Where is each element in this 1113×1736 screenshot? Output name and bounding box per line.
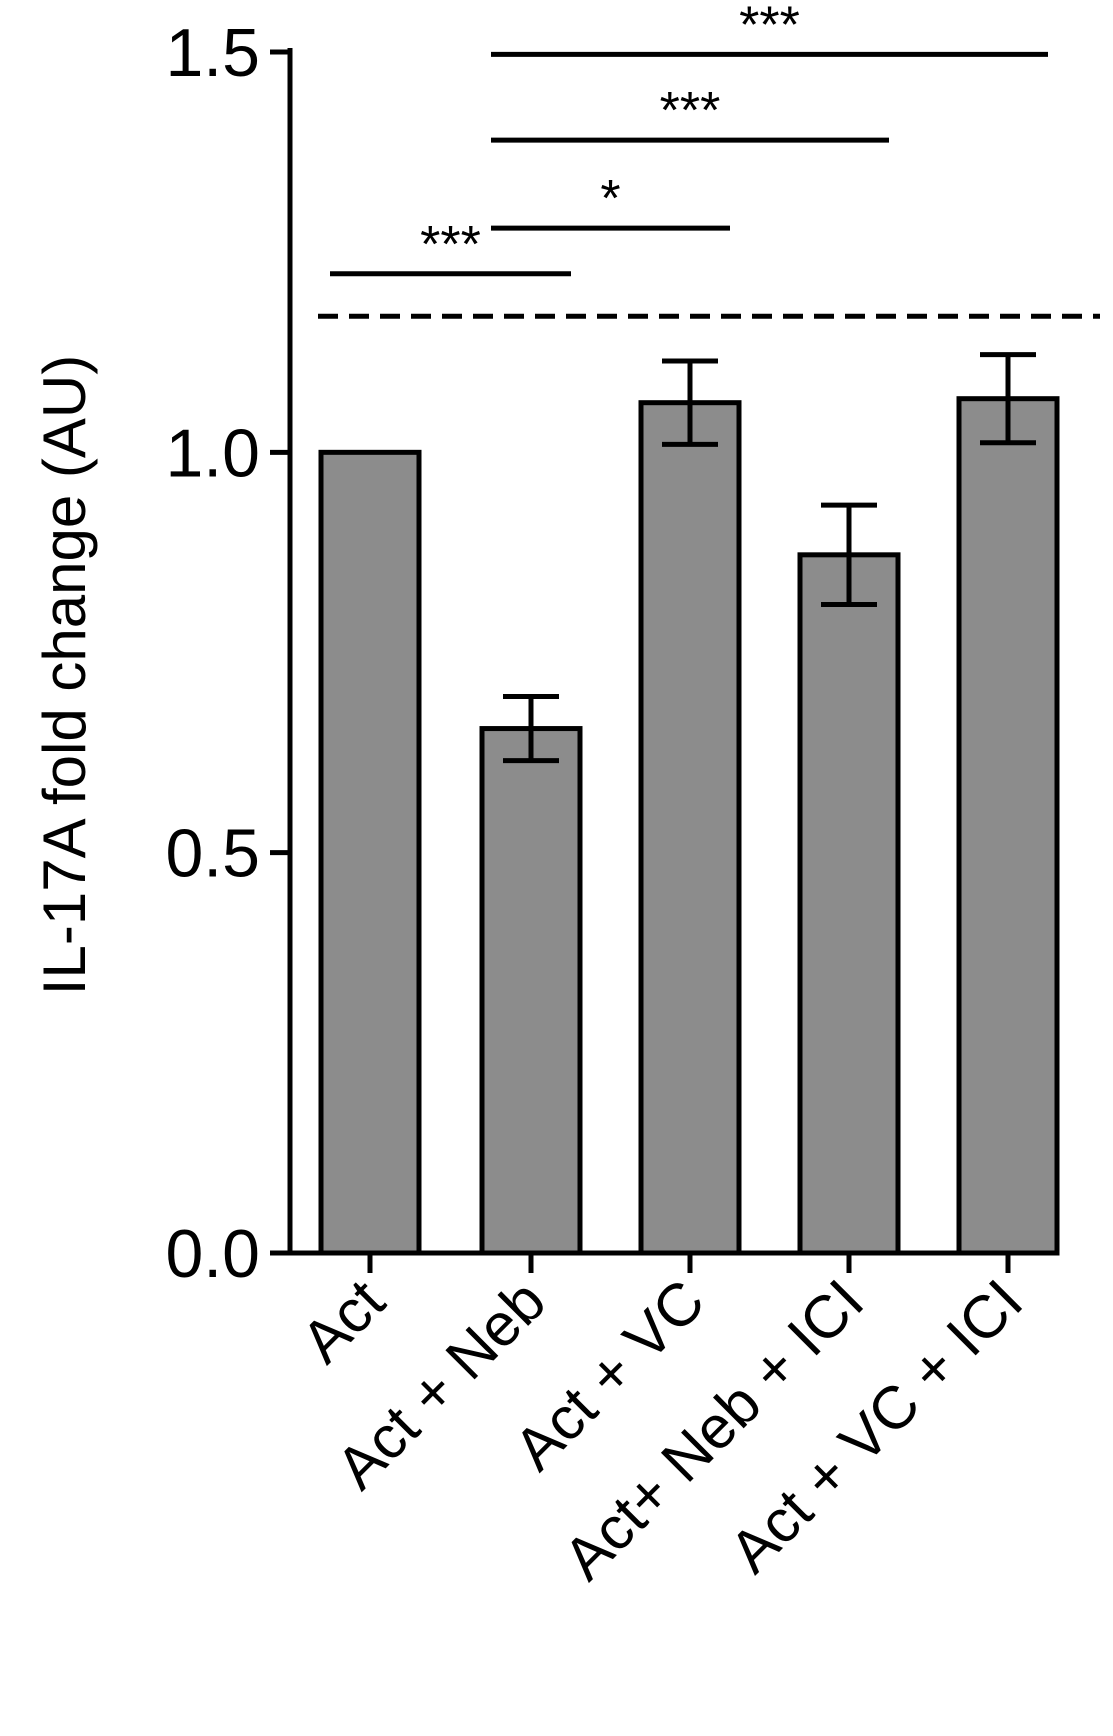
bar [956,396,1060,1256]
bar [318,449,422,1256]
bar [638,400,742,1256]
bar [479,726,583,1256]
y-tick-label: 1.5 [165,15,260,91]
y-tick-label: 1.0 [165,415,260,491]
x-tick-label: Act + VC + ICI [717,1267,1036,1586]
significance-label: *** [420,216,481,274]
significance-label: * [600,170,620,228]
y-tick-label: 0.5 [165,816,260,892]
bar [797,552,901,1256]
y-tick-label: 0.0 [165,1216,260,1292]
x-tick-label: Act [289,1267,398,1376]
significance-label: *** [739,0,800,54]
y-axis-label: IL-17A fold change (AU) [31,355,98,995]
significance-label: *** [660,82,721,140]
